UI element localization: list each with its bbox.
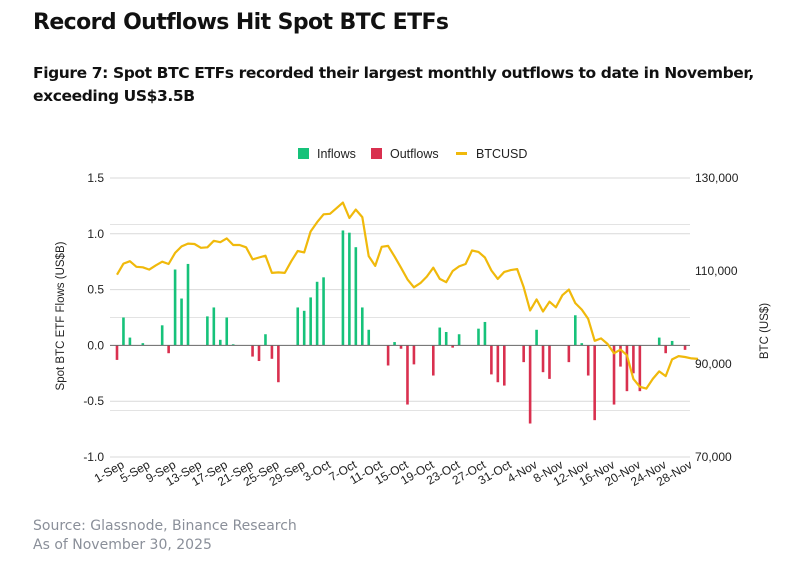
inflow-bar	[218, 339, 222, 346]
inflow-bar	[348, 232, 351, 346]
inflow-bar	[212, 307, 216, 346]
inflow-bar	[657, 337, 661, 346]
outflow-bar	[528, 345, 532, 424]
outflow-bar	[406, 345, 409, 405]
inflow-bar	[160, 325, 164, 346]
y2-tick-label: 110,000	[695, 264, 738, 278]
outflow-bar	[683, 345, 687, 350]
legend-label-inflows: Inflows	[317, 147, 356, 161]
left-axis-ticks: 1.5 1.0 0.5 0.0 -0.5 -1.0	[83, 171, 104, 464]
outflow-bar	[277, 345, 280, 383]
outflow-bar	[625, 345, 629, 392]
source-text: Source: Glassnode, Binance Research	[33, 518, 297, 534]
inflow-bar	[444, 332, 448, 346]
outflow-bar	[496, 345, 500, 383]
legend-label-btcusd: BTCUSD	[476, 147, 527, 161]
inflow-bar	[225, 317, 229, 346]
y2-tick-label: 130,000	[695, 171, 739, 185]
inflow-bar	[173, 269, 177, 346]
y-tick-label: 0.5	[87, 283, 104, 297]
outflow-bar	[593, 345, 596, 421]
inflow-bar	[186, 263, 190, 346]
x-axis-ticks: 1-Sep5-Sep9-Sep13-Sep17-Sep21-Sep25-Sep2…	[92, 457, 695, 489]
outflow-bar	[664, 345, 667, 354]
inflow-bar	[574, 315, 577, 346]
outflow-bar	[586, 345, 590, 376]
y2-tick-label: 90,000	[695, 357, 732, 371]
legend: Inflows Outflows BTCUSD	[298, 147, 527, 161]
inflow-bar	[354, 247, 358, 346]
outflow-bar	[548, 345, 551, 379]
outflow-bar	[167, 345, 170, 354]
right-axis-ticks: 130,000 110,000 90,000 70,000	[695, 171, 739, 464]
y-tick-label: -1.0	[83, 450, 104, 464]
inflow-bar	[393, 342, 396, 346]
outflow-bar	[522, 345, 525, 363]
outflow-bar	[632, 345, 635, 374]
inflow-bar	[535, 329, 538, 346]
outflow-bar	[451, 345, 454, 348]
outflow-bar	[503, 345, 506, 386]
inflow-bar	[457, 334, 461, 346]
outflow-bar	[638, 345, 642, 392]
y-tick-label: -0.5	[83, 394, 104, 408]
inflow-bar	[438, 327, 442, 346]
outflow-bar	[270, 345, 274, 359]
inflow-bar	[483, 321, 487, 346]
gridlines	[110, 177, 690, 458]
legend-swatch-inflows	[298, 148, 309, 159]
inflow-bar	[128, 337, 132, 346]
inflow-bar	[309, 297, 312, 346]
legend-swatch-outflows	[371, 148, 382, 159]
y-tick-label: 1.5	[87, 171, 104, 185]
outflow-bar	[257, 345, 261, 362]
outflow-bar	[619, 345, 622, 367]
inflow-bar	[302, 310, 306, 346]
legend-swatch-btcusd	[456, 152, 467, 155]
inflow-bar	[670, 340, 674, 346]
outflow-bar	[115, 345, 119, 360]
inflow-bar	[367, 329, 371, 346]
inflow-bar	[206, 316, 209, 346]
inflow-bar	[580, 343, 584, 346]
outflow-bar	[612, 345, 616, 405]
outflow-bar	[251, 345, 254, 357]
y-tick-label: 0.0	[87, 338, 104, 352]
left-axis-title: Spot BTC ETF Flows (US$B)	[55, 241, 67, 390]
inflow-bar	[231, 344, 235, 346]
y2-tick-label: 70,000	[695, 450, 732, 464]
inflow-bar	[477, 328, 480, 346]
outflow-bar	[567, 345, 571, 363]
legend-label-outflows: Outflows	[390, 147, 439, 161]
inflow-bar	[360, 307, 364, 346]
as-of-date: As of November 30, 2025	[33, 537, 212, 553]
figure-caption: Figure 7: Spot BTC ETFs recorded their l…	[33, 64, 754, 105]
source-note: Source: Glassnode, Binance Research As o…	[33, 517, 297, 555]
inflow-bar	[122, 317, 125, 346]
page-title: Record Outflows Hit Spot BTC ETFs	[33, 10, 449, 35]
btcusd-line	[116, 201, 699, 390]
inflow-bar	[315, 281, 319, 346]
outflow-bar	[412, 345, 416, 365]
outflow-bar	[399, 345, 403, 349]
outflow-bar	[541, 345, 545, 373]
inflow-bar	[264, 334, 267, 346]
outflow-bar	[490, 345, 493, 375]
outflow-bar	[431, 345, 435, 376]
flow-bars	[115, 230, 687, 424]
outflow-bar	[386, 345, 390, 366]
inflow-bar	[141, 343, 145, 346]
inflow-bar	[296, 307, 300, 346]
inflow-bar	[322, 277, 325, 346]
right-axis-title: BTC (US$)	[759, 303, 771, 359]
y-tick-label: 1.0	[87, 227, 104, 241]
inflow-bar	[180, 298, 183, 346]
inflow-bar	[341, 230, 345, 346]
